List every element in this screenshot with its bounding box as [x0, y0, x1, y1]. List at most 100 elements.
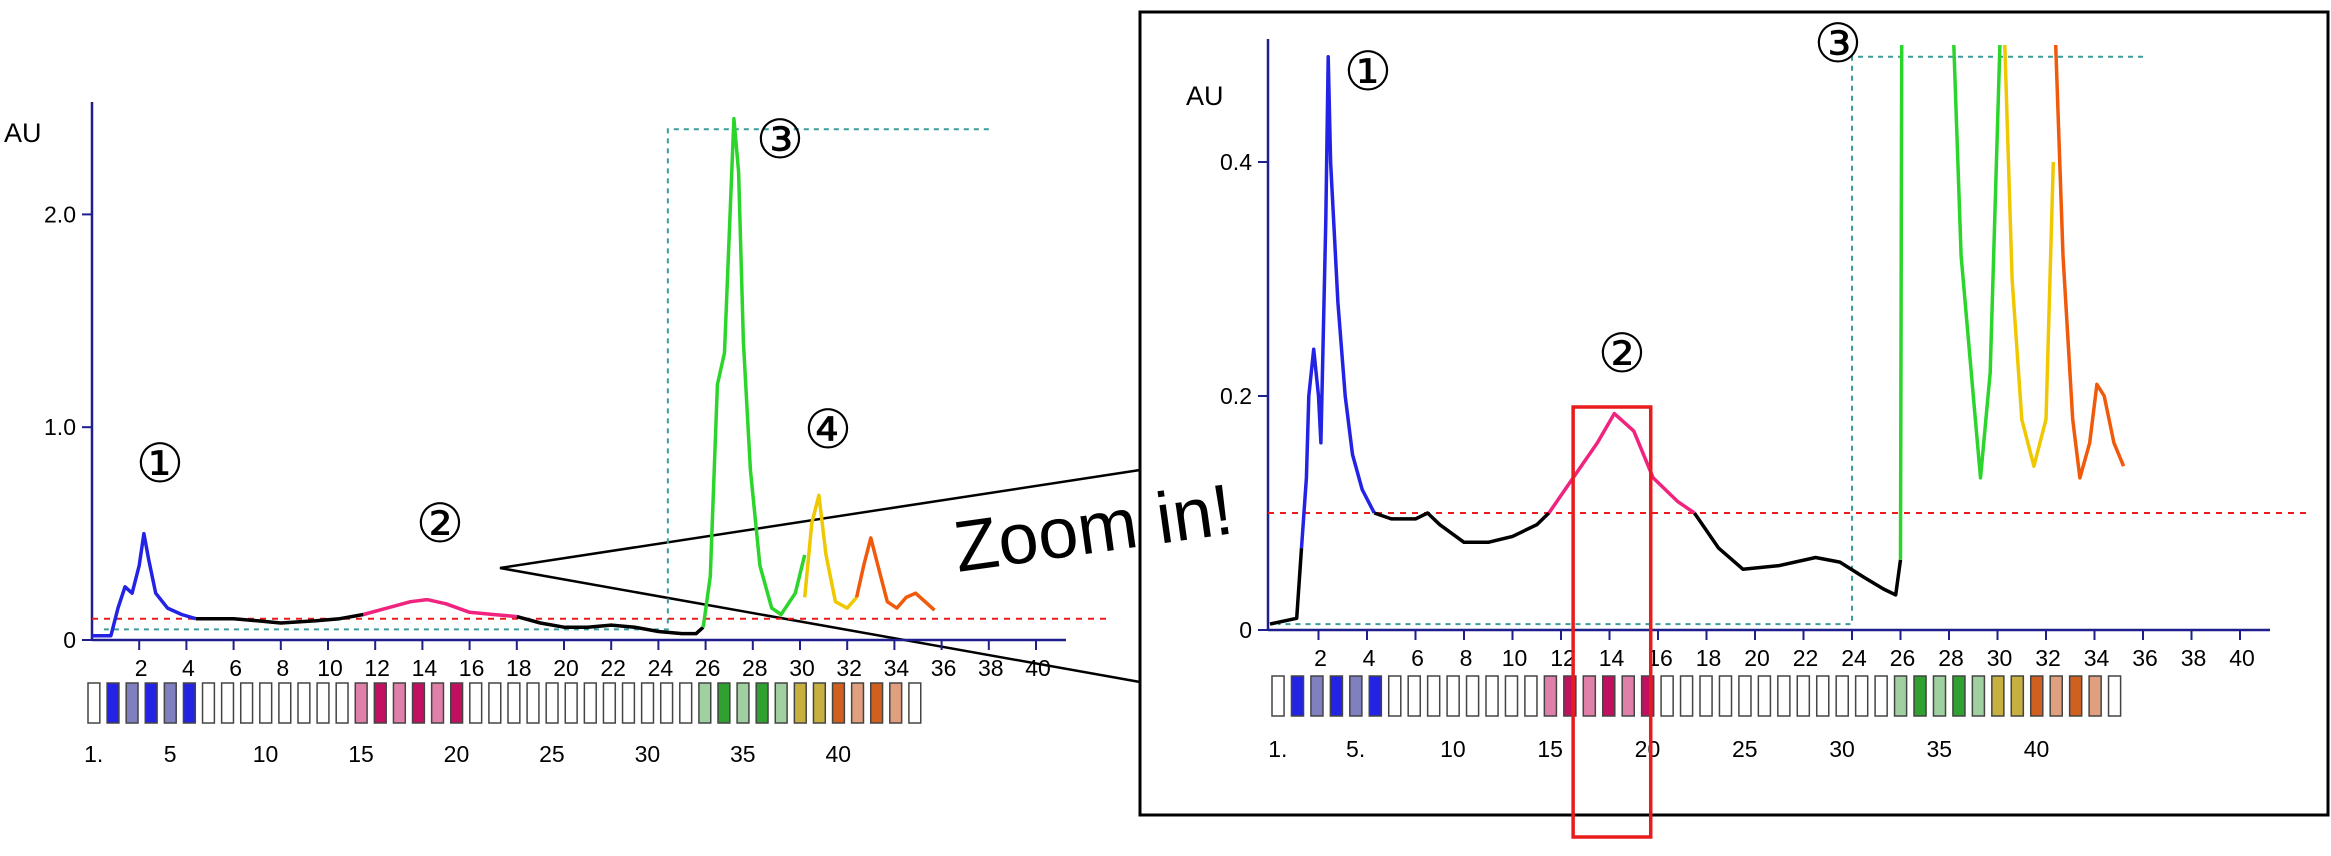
fraction-box: [1815, 675, 1830, 717]
x-tick-label: 24: [648, 655, 674, 681]
fraction-box: [774, 682, 788, 724]
x-tick-label: 38: [2181, 645, 2207, 671]
fraction-box: [2029, 675, 2044, 717]
series-line-peak2: [362, 597, 517, 619]
x-tick-label: 36: [2132, 645, 2158, 671]
fraction-box: [392, 682, 407, 724]
fraction-box: [1621, 675, 1635, 717]
y-tick-label: 0.4: [1220, 149, 1252, 175]
fraction-box: [316, 682, 330, 724]
fraction-box: [583, 682, 597, 724]
fraction-box: [736, 682, 750, 724]
zoom-panel-frame: [1138, 10, 2330, 817]
series-line-peak4_yellow: [2003, 44, 2056, 468]
peak-callout: ④: [804, 398, 852, 461]
fraction-box: [1757, 675, 1772, 717]
x-tick-label: 6: [229, 655, 242, 681]
fraction-box: [373, 682, 387, 724]
x-tick-label: 40: [1025, 655, 1051, 681]
fraction-box: [1893, 675, 1908, 717]
peak-callout: ①: [1344, 40, 1392, 103]
x-tick-label: 2: [135, 655, 148, 681]
x-tick-label: 34: [2084, 645, 2110, 671]
x-tick-label: 34: [884, 655, 910, 681]
x-tick-label: 40: [2229, 645, 2255, 671]
fraction-box: [201, 682, 216, 724]
series-line-baseline: [1373, 511, 1551, 545]
y-tick-label: 1.0: [44, 414, 76, 440]
fraction-box: [1407, 675, 1421, 717]
x-tick-label: 2: [1314, 645, 1327, 671]
fraction-box: [507, 682, 521, 724]
fraction-box: [869, 682, 884, 724]
fraction-label: 35: [730, 741, 756, 767]
fraction-box: [411, 682, 426, 724]
series-line-peak4_orange: [2053, 44, 2126, 480]
fraction-label: 30: [1829, 736, 1855, 762]
fraction-box: [1738, 675, 1752, 717]
fraction-box: [1485, 675, 1499, 717]
fraction-label: 30: [635, 741, 661, 767]
series-line-baseline: [516, 614, 705, 636]
fraction-box: [2107, 675, 2122, 717]
fraction-box: [1368, 675, 1383, 717]
fraction-box: [2049, 675, 2063, 717]
fraction-box: [679, 682, 693, 724]
fraction-box: [1971, 675, 1986, 717]
fraction-box: [545, 682, 559, 724]
x-tick-label: 38: [978, 655, 1004, 681]
series-line-baseline: [195, 612, 364, 625]
fraction-box: [1699, 675, 1713, 717]
series-line-peak4_orange: [854, 536, 936, 612]
series-line-peak1: [1299, 54, 1376, 549]
fraction-box: [812, 682, 827, 724]
fraction-box: [1952, 675, 1966, 717]
x-tick-label: 32: [2035, 645, 2061, 671]
x-tick-label: 24: [1841, 645, 1867, 671]
y-tick-label: 2.0: [44, 201, 76, 227]
fraction-box: [640, 682, 655, 724]
fraction-box: [2068, 675, 2083, 717]
x-tick-label: 26: [1890, 645, 1916, 671]
fraction-box: [659, 682, 674, 724]
fraction-box: [182, 682, 197, 724]
fraction-label: 15: [1537, 736, 1563, 762]
dotted-selection-box: [102, 128, 989, 631]
series-line-peak4_yellow: [802, 493, 858, 610]
fraction-label: 20: [1635, 736, 1661, 762]
fraction-box: [1349, 675, 1363, 717]
x-tick-label: 20: [553, 655, 579, 681]
series-line-baseline: [1269, 547, 1304, 626]
highlight-box: [1571, 405, 1653, 839]
fraction-box: [144, 682, 158, 724]
fraction-label: 40: [825, 741, 851, 767]
fraction-box: [1796, 675, 1811, 717]
fraction-box: [1913, 675, 1927, 717]
fraction-label: 10: [1440, 736, 1466, 762]
peak-callout: ③: [756, 108, 804, 171]
fraction-box: [1932, 675, 1947, 717]
y-tick-label: 0: [63, 627, 76, 653]
x-tick-label: 14: [412, 655, 438, 681]
fraction-box: [2088, 675, 2102, 717]
fraction-box: [1290, 675, 1305, 717]
x-tick-label: 14: [1599, 645, 1625, 671]
fraction-box: [564, 682, 578, 724]
fraction-box: [125, 682, 139, 724]
fraction-box: [259, 682, 273, 724]
fraction-box: [1524, 675, 1538, 717]
x-tick-label: 10: [317, 655, 343, 681]
fraction-box: [297, 682, 311, 724]
fraction-box: [602, 682, 617, 724]
x-tick-label: 30: [789, 655, 815, 681]
fraction-label: 1.: [1268, 736, 1287, 762]
fraction-box: [1601, 675, 1616, 717]
fraction-label: 25: [539, 741, 565, 767]
fraction-box: [1718, 675, 1733, 717]
series-line-peak3: [1898, 44, 1904, 560]
fraction-box: [1504, 675, 1519, 717]
x-tick-label: 12: [364, 655, 390, 681]
fraction-box: [220, 682, 235, 724]
x-tick-label: 4: [182, 655, 195, 681]
fraction-box: [449, 682, 464, 724]
